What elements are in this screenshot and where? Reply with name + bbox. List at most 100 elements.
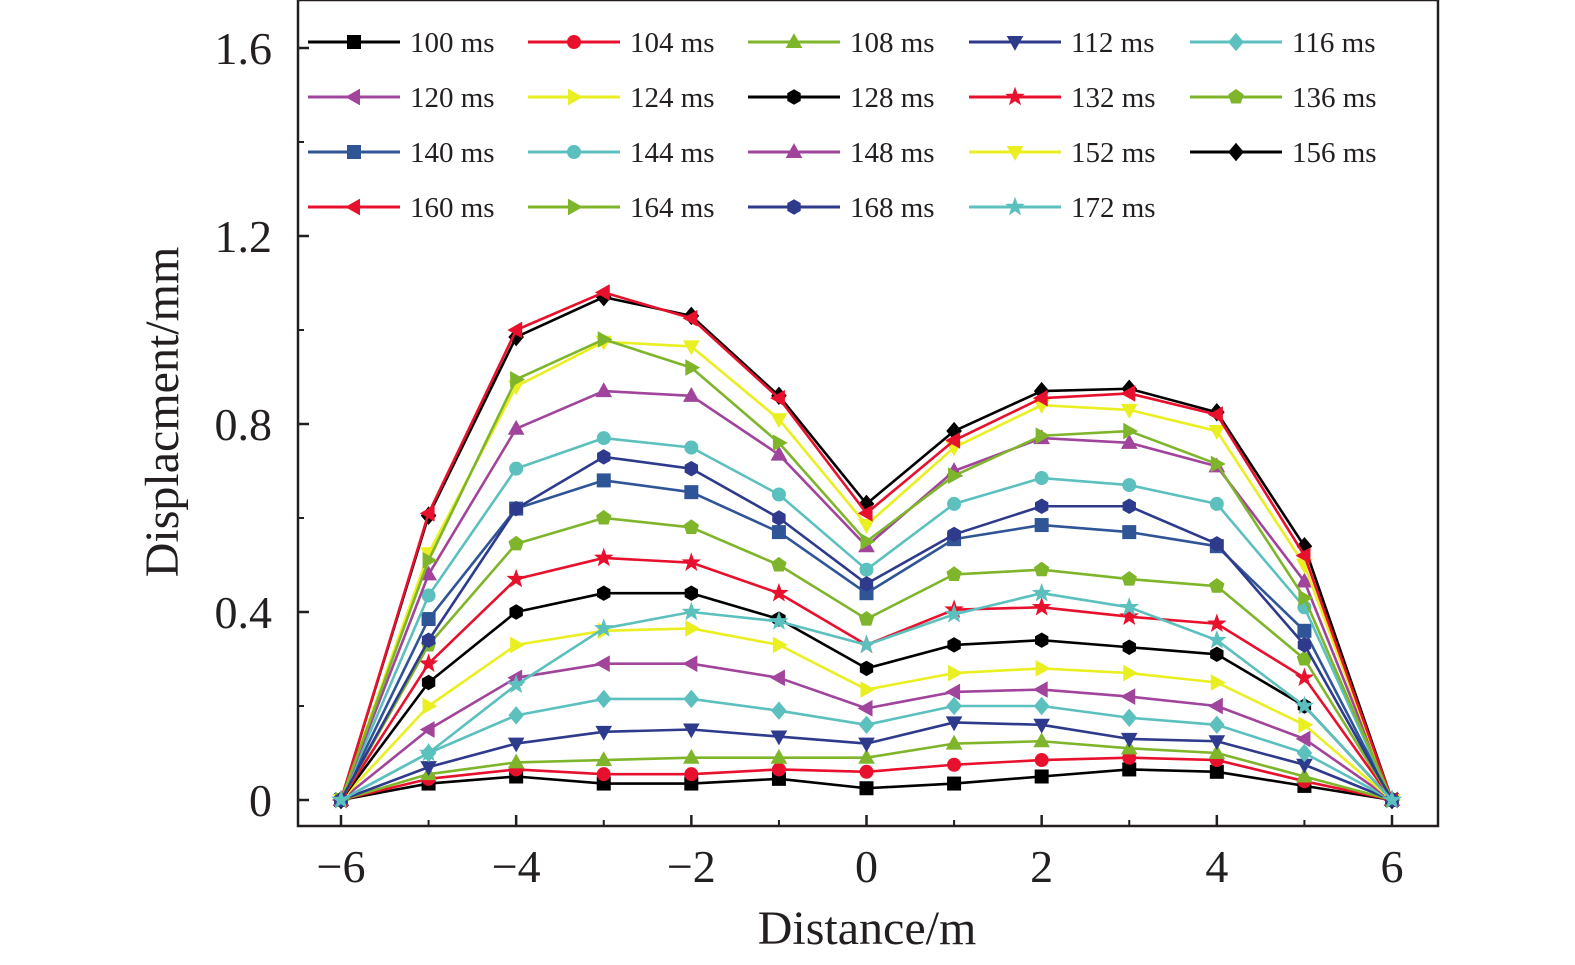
legend-marker — [785, 143, 803, 159]
data-point — [683, 340, 700, 356]
x-tick-label: 2 — [1030, 841, 1053, 892]
legend-marker — [785, 33, 803, 49]
data-point — [1031, 582, 1052, 602]
data-point — [684, 767, 699, 782]
data-point — [507, 419, 525, 435]
legend-label: 140 ms — [410, 137, 495, 169]
data-point — [506, 674, 526, 694]
legend-label: 112 ms — [1071, 27, 1155, 59]
data-point — [685, 620, 701, 637]
series-160-ms — [332, 284, 1399, 809]
legend-marker — [345, 88, 361, 106]
legend-marker — [347, 35, 361, 49]
data-point — [1207, 613, 1227, 633]
data-point — [595, 689, 612, 709]
data-point — [770, 413, 788, 429]
data-point — [858, 610, 875, 626]
data-point — [683, 748, 700, 764]
data-point — [858, 715, 875, 735]
legend-item: 128 ms — [748, 82, 935, 114]
data-point — [597, 449, 611, 465]
series-168-ms — [334, 449, 1399, 808]
legend-marker — [1006, 145, 1024, 161]
legend-marker — [1228, 32, 1244, 52]
data-point — [1122, 525, 1137, 540]
y-tick-label: 1.6 — [215, 23, 273, 74]
data-point — [510, 636, 525, 654]
data-point — [684, 460, 699, 477]
data-point — [1033, 732, 1050, 748]
data-point — [682, 309, 698, 327]
data-point — [1119, 597, 1140, 616]
data-point — [771, 762, 786, 777]
data-point — [770, 669, 785, 687]
data-point — [1122, 639, 1136, 655]
data-point — [1033, 696, 1050, 716]
data-point — [1208, 735, 1226, 751]
data-point — [508, 706, 524, 725]
data-point — [422, 551, 438, 569]
data-point — [597, 331, 613, 348]
legend-item: 152 ms — [969, 137, 1156, 169]
data-point — [1294, 695, 1315, 715]
legend-item: 124 ms — [528, 82, 715, 114]
data-point — [1122, 762, 1137, 777]
data-point — [422, 697, 438, 715]
data-point — [772, 434, 788, 452]
y-tick-label: 0.4 — [215, 587, 273, 638]
data-point — [418, 653, 439, 673]
legend-label: 144 ms — [630, 137, 715, 169]
data-point — [858, 748, 875, 764]
data-point — [947, 637, 961, 653]
data-point — [1034, 498, 1049, 514]
data-point — [859, 576, 874, 592]
data-point — [421, 612, 436, 627]
legend-label: 128 ms — [850, 82, 935, 114]
data-point — [1382, 789, 1402, 809]
data-point — [1297, 637, 1312, 653]
data-point — [507, 321, 523, 339]
data-point — [595, 725, 613, 741]
data-point — [594, 284, 610, 301]
legend-label: 116 ms — [1292, 27, 1376, 59]
data-point — [859, 764, 874, 779]
legend-label: 148 ms — [850, 137, 935, 169]
data-point — [945, 716, 963, 732]
y-tick-label: 0 — [249, 775, 272, 826]
data-point — [683, 519, 700, 534]
data-point — [944, 604, 964, 623]
data-point — [1035, 427, 1051, 445]
legend-label: 168 ms — [850, 192, 935, 224]
data-point — [769, 582, 789, 602]
data-point — [506, 568, 526, 588]
data-point — [947, 757, 962, 772]
y-tick-label: 0.8 — [215, 399, 273, 450]
data-point — [421, 632, 436, 648]
data-point — [1210, 536, 1224, 552]
plot-frame — [296, 0, 1440, 828]
data-point — [1033, 561, 1050, 577]
x-axis-title: Distance/m — [758, 902, 977, 955]
legend-marker — [1005, 196, 1025, 216]
data-point — [421, 674, 436, 691]
legend-marker — [1228, 142, 1244, 162]
data-point — [1121, 571, 1137, 586]
legend-item: 132 ms — [969, 82, 1156, 114]
data-point — [770, 748, 788, 764]
legend-marker — [345, 198, 361, 216]
data-point — [1123, 422, 1139, 440]
data-point — [946, 696, 962, 716]
legend-item: 172 ms — [969, 192, 1156, 224]
data-point — [1034, 769, 1049, 784]
data-point — [771, 701, 787, 720]
legend-item: 100 ms — [308, 27, 495, 59]
legend-item: 116 ms — [1190, 27, 1376, 59]
data-point — [596, 767, 611, 782]
data-point — [1120, 732, 1138, 748]
x-tick-label: −6 — [317, 841, 366, 892]
data-point — [1034, 632, 1049, 648]
data-point — [508, 535, 524, 551]
data-point — [1295, 547, 1311, 564]
data-point — [419, 721, 435, 738]
y-axis-title: Displacment/mm — [136, 247, 189, 578]
